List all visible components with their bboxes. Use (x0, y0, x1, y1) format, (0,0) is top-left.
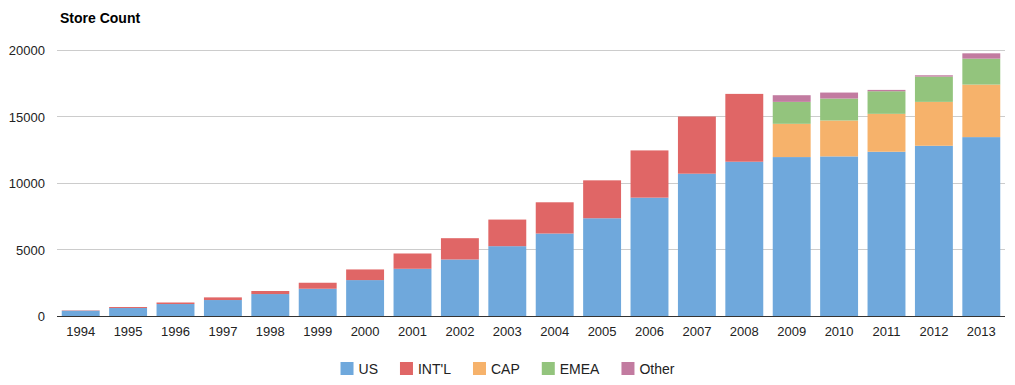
x-tick-label: 1997 (208, 324, 237, 339)
grid-line (57, 183, 1005, 184)
x-tick-label: 1995 (114, 324, 143, 339)
bar (109, 307, 147, 309)
bar (536, 234, 574, 316)
bar (773, 102, 811, 124)
x-tick-label: 2005 (588, 324, 617, 339)
bar (820, 156, 858, 316)
bar (299, 289, 337, 316)
legend-label: INT'L (418, 361, 451, 377)
bar (868, 152, 906, 316)
x-tick-label: 2013 (967, 324, 996, 339)
x-tick-label: 1996 (161, 324, 190, 339)
legend-swatch (542, 362, 555, 375)
bar (488, 220, 526, 247)
x-tick-label: 1999 (303, 324, 332, 339)
bar (346, 280, 384, 316)
grid-line (57, 249, 1005, 250)
legend-swatch (473, 362, 486, 375)
bar (868, 91, 906, 114)
grid-line (57, 116, 1005, 117)
bar (583, 180, 621, 218)
bar (773, 95, 811, 102)
bar (488, 246, 526, 316)
x-tick-label: 2009 (777, 324, 806, 339)
grid-line (57, 50, 1005, 51)
legend-swatch (400, 362, 413, 375)
bar (962, 59, 1000, 85)
x-tick-label: 2002 (445, 324, 474, 339)
legend-swatch (341, 362, 354, 375)
x-tick-label: 2007 (682, 324, 711, 339)
bar (915, 77, 953, 102)
x-tick-label: 2006 (635, 324, 664, 339)
bar (251, 291, 289, 294)
legend: US INT'L CAP EMEA Other (341, 361, 675, 377)
title: Store Count (60, 10, 140, 26)
bars (62, 53, 1001, 316)
x-tick-label: 2011 (873, 324, 901, 339)
bar (204, 300, 242, 316)
legend-label: EMEA (560, 361, 600, 377)
x-tick-label: 2012 (919, 324, 948, 339)
bar (62, 310, 100, 311)
x-tick-label: 2001 (398, 324, 427, 339)
legend-label: Other (639, 361, 674, 377)
y-tick-label: 5000 (16, 243, 45, 258)
bar (820, 99, 858, 121)
bar (536, 202, 574, 233)
bar (725, 162, 763, 316)
bar (157, 303, 195, 305)
bar (678, 117, 716, 174)
bar (773, 124, 811, 157)
bar (157, 304, 195, 316)
legend-label: US (359, 361, 378, 377)
bar (678, 174, 716, 316)
bar (773, 157, 811, 316)
bar (441, 238, 479, 259)
bar (346, 269, 384, 280)
bar (441, 259, 479, 316)
bar (962, 53, 1000, 58)
bar (915, 146, 953, 316)
bar (204, 297, 242, 300)
bar (820, 120, 858, 156)
y-tick-label: 15000 (9, 110, 45, 125)
x-tick-label: 2004 (540, 324, 569, 339)
legend-swatch (621, 362, 634, 375)
bar (868, 114, 906, 152)
bar (868, 90, 906, 91)
y-tick-label: 10000 (9, 176, 45, 191)
x-axis-line (57, 316, 1005, 317)
legend-label: CAP (491, 361, 520, 377)
bar (962, 85, 1000, 138)
x-tick-label: 2000 (351, 324, 380, 339)
chart: Store Count 0 5000 10000 15000 20000 1994 1995 1… (0, 0, 1015, 385)
bar (583, 218, 621, 316)
bar (820, 93, 858, 99)
bar (915, 75, 953, 76)
bar (109, 308, 147, 316)
bar (631, 198, 669, 316)
bar (915, 102, 953, 146)
x-tick-label: 2008 (730, 324, 759, 339)
bar (962, 137, 1000, 316)
bar (251, 294, 289, 316)
y-tick-label: 0 (38, 309, 45, 324)
x-tick-label: 1994 (66, 324, 95, 339)
bar (394, 253, 432, 268)
bar (394, 269, 432, 316)
bar (631, 150, 669, 197)
y-axis-line (57, 50, 58, 316)
y-tick-label: 20000 (9, 43, 45, 58)
bar (725, 94, 763, 162)
x-tick-label: 1998 (256, 324, 285, 339)
grid-line (57, 316, 1005, 317)
x-tick-label: 2010 (825, 324, 854, 339)
bar (62, 311, 100, 316)
bar (299, 283, 337, 289)
x-tick-label: 2003 (493, 324, 522, 339)
